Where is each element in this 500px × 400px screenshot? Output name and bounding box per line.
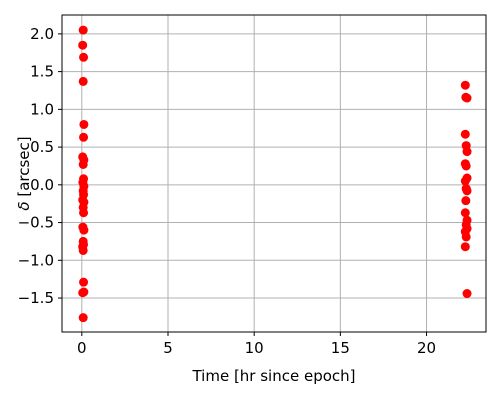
data-point bbox=[78, 40, 88, 50]
y-axis-ticks: −1.5 −1.0 −0.5 0.0 0.5 1.0 1.5 2.0 bbox=[18, 25, 62, 307]
data-point bbox=[460, 208, 470, 218]
y-tick-label: 0.0 bbox=[30, 176, 54, 194]
y-tick-label: −1.0 bbox=[18, 251, 54, 269]
x-tick-label: 5 bbox=[163, 339, 173, 357]
data-point bbox=[79, 225, 89, 235]
data-point bbox=[462, 289, 472, 299]
data-point bbox=[78, 245, 88, 255]
data-point bbox=[78, 76, 88, 86]
y-axis-label-symbol: δ bbox=[15, 201, 33, 210]
data-point bbox=[79, 52, 89, 62]
data-point bbox=[461, 161, 471, 171]
grid-lines bbox=[62, 15, 486, 332]
data-point bbox=[460, 80, 470, 90]
x-axis-ticks: 0 5 10 15 20 bbox=[77, 332, 436, 357]
data-point bbox=[78, 159, 88, 169]
x-axis-label: Time [hr since epoch] bbox=[191, 367, 355, 385]
data-points bbox=[78, 25, 472, 323]
plot-frame bbox=[61, 14, 487, 333]
y-tick-label: 2.0 bbox=[30, 25, 54, 43]
data-point bbox=[460, 242, 470, 252]
y-tick-label: −1.5 bbox=[18, 289, 54, 307]
x-tick-label: 20 bbox=[417, 339, 436, 357]
data-point bbox=[460, 176, 470, 186]
data-point bbox=[79, 287, 89, 297]
data-point bbox=[79, 277, 89, 287]
data-point bbox=[78, 313, 88, 323]
y-axis-label-unit: [arcsec] bbox=[15, 136, 33, 201]
x-tick-label: 10 bbox=[245, 339, 264, 357]
y-tick-label: 0.5 bbox=[30, 138, 54, 156]
y-tick-label: 1.5 bbox=[30, 63, 54, 81]
x-tick-label: 0 bbox=[77, 339, 87, 357]
data-point bbox=[460, 129, 470, 139]
data-point bbox=[462, 186, 472, 196]
y-axis-label: δ [arcsec] bbox=[15, 136, 33, 210]
data-point bbox=[79, 208, 89, 218]
y-tick-label: −0.5 bbox=[18, 214, 54, 232]
data-point bbox=[461, 232, 471, 242]
data-point bbox=[78, 25, 88, 35]
data-point bbox=[79, 132, 89, 142]
data-point bbox=[79, 119, 89, 129]
data-point bbox=[461, 196, 471, 206]
x-tick-label: 15 bbox=[331, 339, 350, 357]
data-point bbox=[462, 147, 472, 157]
y-tick-label: 1.0 bbox=[30, 100, 54, 118]
data-point bbox=[462, 93, 472, 103]
